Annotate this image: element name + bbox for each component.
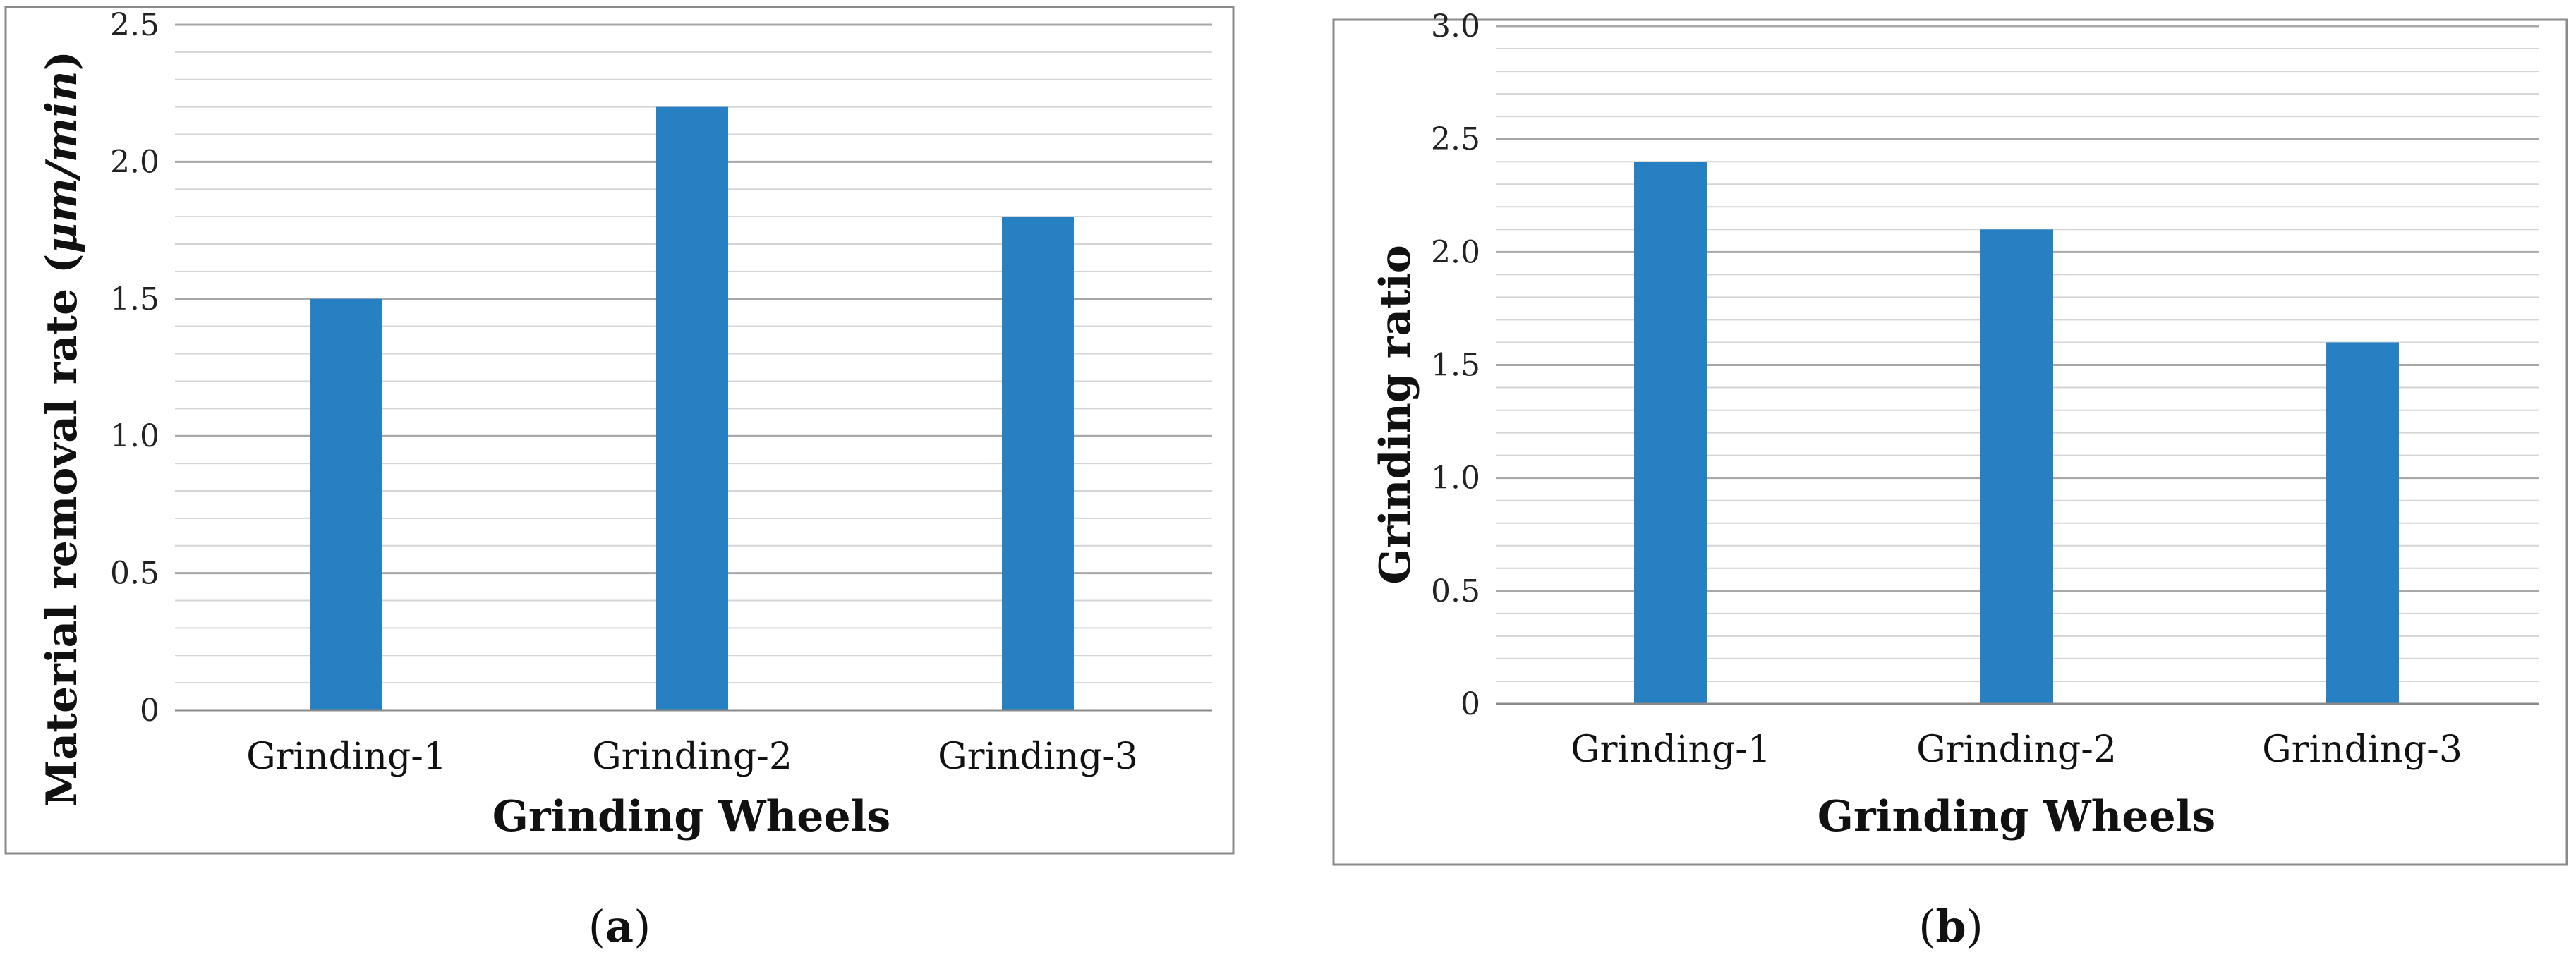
bar-grinding-2 (1980, 229, 2053, 704)
chart-b-category-label: Grinding-1 (1571, 729, 1771, 771)
chart-a-y-tick-labels: 0 0.5 1.0 1.5 2.0 2.5 (110, 7, 159, 729)
chart-b-x-axis-title: Grinding Wheels (1818, 792, 2215, 841)
chart-a-y-axis-title-prefix: Material removal rate ( (37, 254, 87, 808)
chart-a-caption-open: ( (588, 901, 605, 952)
y-tick-label: 2.0 (1431, 234, 1480, 270)
chart-b-category-label: Grinding-2 (1916, 729, 2117, 771)
y-tick-label: 2.5 (1431, 121, 1480, 157)
bar-grinding-3 (2326, 342, 2399, 704)
chart-b-y-axis-title: Grinding ratio (1371, 245, 1420, 585)
chart-b-caption-open: ( (1918, 901, 1935, 952)
y-tick-label: 1.5 (110, 281, 159, 317)
bar-grinding-1 (310, 298, 382, 710)
bar-grinding-3 (1002, 217, 1074, 710)
chart-a-category-label: Grinding-2 (592, 736, 792, 778)
y-tick-label: 3.0 (1431, 8, 1480, 44)
bar-grinding-1 (1634, 162, 1707, 704)
chart-a-bars (310, 106, 1074, 710)
chart-b-caption: (b) (1918, 901, 1983, 952)
y-tick-label: 0 (140, 693, 159, 729)
y-tick-label: 0 (1461, 686, 1480, 722)
y-tick-label: 0.5 (110, 556, 159, 592)
y-tick-label: 1.5 (1431, 348, 1480, 384)
y-tick-label: 2.5 (110, 7, 159, 43)
chart-a-y-axis-title-unit: μm/min (37, 71, 87, 253)
chart-a-x-axis-title: Grinding Wheels (492, 792, 890, 841)
chart-a-y-axis-title: Material removal rate (μm/min) (37, 51, 87, 807)
y-tick-label: 2.0 (110, 144, 159, 180)
y-tick-label: 0.5 (1431, 573, 1480, 609)
chart-b-y-tick-labels: 0 0.5 1.0 1.5 2.0 2.5 3.0 (1431, 8, 1480, 722)
chart-b-bars (1634, 162, 2399, 704)
chart-b-caption-label: b (1935, 901, 1966, 952)
y-tick-label: 1.0 (110, 418, 159, 454)
chart-a-caption-label: a (605, 901, 634, 952)
y-tick-label: 1.0 (1431, 461, 1480, 497)
chart-a-category-label: Grinding-1 (246, 736, 447, 778)
bar-grinding-2 (656, 106, 728, 710)
chart-a-y-axis-title-suffix: ) (37, 51, 87, 71)
chart-b-caption-close: ) (1966, 901, 1983, 952)
chart-a-category-label: Grinding-3 (938, 736, 1138, 778)
chart-b-category-label: Grinding-3 (2262, 729, 2462, 771)
chart-a-caption: (a) (588, 901, 651, 952)
chart-a-caption-close: ) (634, 901, 651, 952)
